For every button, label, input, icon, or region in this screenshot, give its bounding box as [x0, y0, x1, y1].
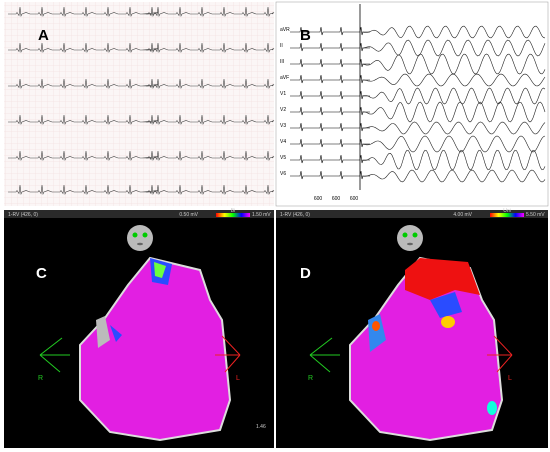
color-bar	[216, 213, 250, 217]
axis-right	[487, 335, 513, 373]
axis-left	[39, 337, 70, 373]
ecg-trace	[290, 138, 370, 148]
panel-label: C	[36, 265, 47, 282]
ecg-trace	[361, 101, 546, 123]
ecg-trace	[146, 42, 275, 54]
ecg-trace	[290, 26, 370, 36]
patch	[405, 258, 480, 300]
patch	[430, 292, 462, 318]
axis-label: L	[508, 375, 512, 382]
ecg-trace	[361, 149, 546, 171]
footer: 1.46	[256, 424, 266, 430]
patch	[154, 262, 166, 278]
lead-label: III	[280, 59, 284, 65]
ecg-trace	[8, 150, 159, 162]
axis-left	[309, 337, 340, 373]
ecg-trace	[290, 90, 370, 100]
ecg-traces-a	[8, 6, 275, 196]
scale-name: Bi	[231, 208, 235, 214]
scale-min: 0.50 mV	[179, 212, 198, 218]
face-icon	[397, 225, 423, 251]
ecg-trace	[146, 114, 275, 126]
lead-label: V4	[280, 139, 286, 145]
patch	[487, 401, 497, 415]
panel-label: D	[300, 265, 311, 282]
ecg-trace	[361, 121, 546, 135]
time-label: 600	[350, 196, 359, 202]
color-bar	[490, 213, 524, 217]
patch	[441, 316, 455, 328]
patch	[368, 314, 386, 352]
ecg-trace	[361, 135, 546, 153]
scale-name: Uni	[503, 208, 511, 214]
lead-label: aVR	[280, 27, 290, 33]
ecg-trace	[362, 39, 546, 57]
ecg-trace	[361, 25, 546, 39]
ecg-trace	[8, 184, 159, 196]
ecg-trace	[361, 169, 546, 183]
panel-label: B	[300, 27, 311, 44]
patch	[372, 321, 380, 331]
ecg-trace	[290, 74, 370, 84]
ecg-trace	[290, 58, 370, 68]
axis-label: R	[308, 375, 313, 382]
axis-right	[215, 335, 241, 373]
ecg-trace	[8, 114, 159, 126]
lead-label: V6	[280, 171, 286, 177]
ecg-trace	[146, 150, 275, 162]
lead-label: V2	[280, 107, 286, 113]
patch	[110, 325, 122, 342]
ecg-trace	[290, 106, 370, 116]
lead-label: V3	[280, 123, 286, 129]
ecg-trace	[290, 154, 370, 164]
toolbar	[276, 210, 548, 218]
time-label: 600	[314, 196, 323, 202]
ecg-trace	[8, 6, 159, 18]
ecg-trace	[290, 170, 370, 180]
lead-label: V5	[280, 155, 286, 161]
ecg-trace	[362, 73, 546, 87]
lead-label: aVF	[280, 75, 289, 81]
patch	[96, 316, 110, 348]
ecg-trace	[290, 42, 370, 52]
ecg-trace	[146, 78, 275, 90]
ecg-trace	[290, 122, 370, 132]
ecg-grid	[4, 2, 274, 206]
time-label: 600	[332, 196, 341, 202]
scale-min: 4.00 mV	[453, 212, 472, 218]
ecg-trace	[8, 42, 159, 54]
header: 1-RV (426, 0)	[8, 212, 38, 218]
header: 1-RV (426, 0)	[280, 212, 310, 218]
axis-label: L	[236, 375, 240, 382]
face-icon	[127, 225, 153, 251]
ecg-trace	[8, 78, 159, 90]
axis-label: R	[38, 375, 43, 382]
panel-label: A	[38, 27, 49, 44]
ecg-trace	[146, 184, 275, 196]
lead-label: II	[280, 43, 283, 49]
toolbar	[4, 210, 274, 218]
scale-max: 1.50 mV	[252, 212, 271, 218]
ecg-trace	[146, 6, 275, 18]
ecg-trace	[361, 87, 546, 105]
scale-max: 5.50 mV	[526, 212, 545, 218]
lead-label: V1	[280, 91, 286, 97]
